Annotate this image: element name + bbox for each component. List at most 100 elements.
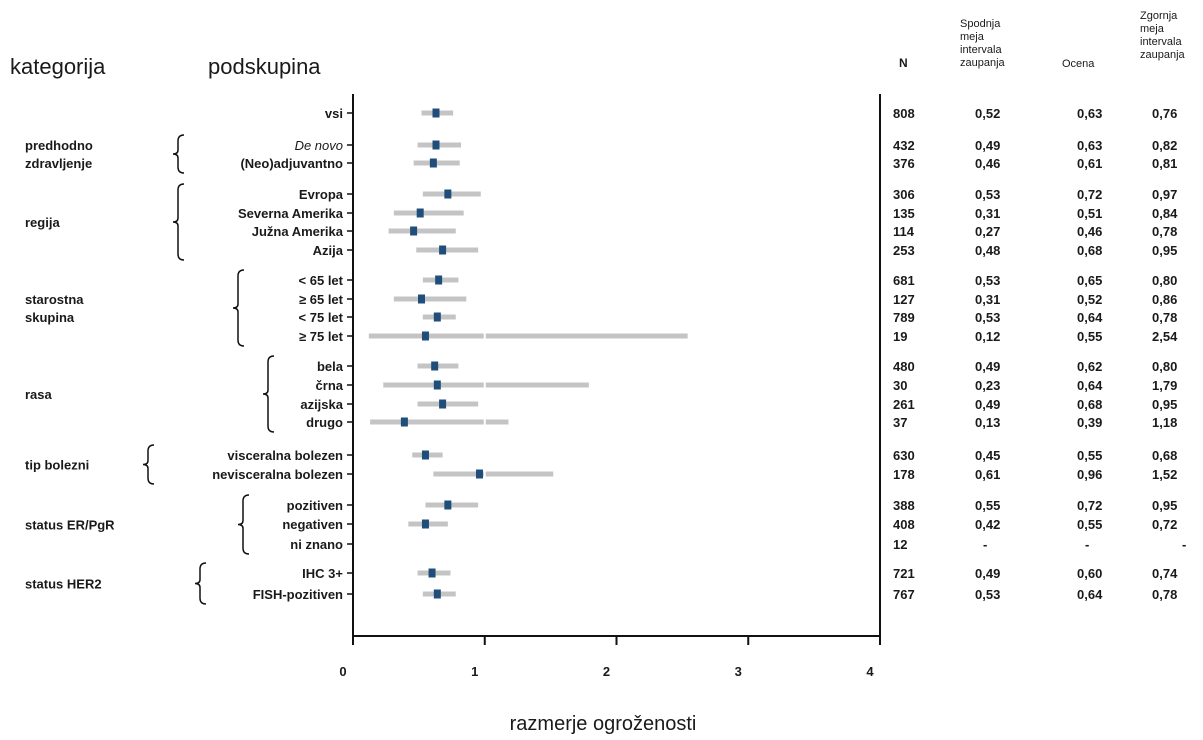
upper-value: 0,78 <box>1152 310 1177 325</box>
n-value: 432 <box>893 138 915 153</box>
estimate-marker <box>432 108 440 118</box>
n-value: 388 <box>893 498 915 513</box>
lower-value: 0,53 <box>975 187 1000 202</box>
upper-value: 1,52 <box>1152 467 1177 482</box>
estimate-marker <box>444 500 452 510</box>
subgroup-label: ni znano <box>290 537 343 552</box>
subgroup-label: azijska <box>300 397 343 412</box>
upper-ci-header: Zgornja meja intervala zaupanja <box>1140 10 1186 61</box>
upper-value: 0,76 <box>1152 106 1177 121</box>
subgroup-label: Evropa <box>299 187 344 202</box>
estimate-marker <box>421 331 429 341</box>
forest-row: nevisceralna bolezen 178 0,61 0,96 1,52 <box>212 467 1177 482</box>
n-value: 261 <box>893 397 915 412</box>
estimate-marker <box>433 312 441 322</box>
upper-value: 0,78 <box>1152 587 1177 602</box>
estimate-marker <box>433 589 441 599</box>
forest-row: visceralna bolezen 630 0,45 0,55 0,68 <box>227 448 1177 463</box>
forest-row: ≥ 65 let 127 0,31 0,52 0,86 <box>299 292 1177 307</box>
n-value: 12 <box>893 537 907 552</box>
x-axis-title: razmerje ogroženosti <box>510 713 697 735</box>
estimate-value: 0,68 <box>1077 397 1102 412</box>
forest-row: ≥ 75 let 19 0,12 0,55 2,54 <box>299 329 1178 344</box>
subgroup-label: Severna Amerika <box>238 206 344 221</box>
forest-row: < 65 let 681 0,53 0,65 0,80 <box>299 273 1178 288</box>
lower-value: 0,12 <box>975 329 1000 344</box>
estimate-marker <box>400 417 408 427</box>
category-brace <box>194 562 207 605</box>
category-label: rasa <box>25 387 53 402</box>
n-value: 789 <box>893 310 915 325</box>
forest-row: Južna Amerika 114 0,27 0,46 0,78 <box>252 224 1178 239</box>
lower-value: 0,52 <box>975 106 1000 121</box>
x-tick-label: 2 <box>603 664 610 679</box>
forest-row: drugo 37 0,13 0,39 1,18 <box>306 415 1177 430</box>
estimate-marker <box>410 226 418 236</box>
estimate-value: 0,68 <box>1077 243 1102 258</box>
x-tick-label: 4 <box>866 664 874 679</box>
subgroup-label: ≥ 75 let <box>299 329 344 344</box>
forest-row: bela 480 0,49 0,62 0,80 <box>317 359 1177 374</box>
n-value: 681 <box>893 273 915 288</box>
x-tick-label: 1 <box>471 664 478 679</box>
subgroup-label: visceralna bolezen <box>227 448 343 463</box>
forest-row: vsi 808 0,52 0,63 0,76 <box>325 106 1177 121</box>
lower-value: 0,31 <box>975 206 1000 221</box>
category-brace <box>142 444 155 485</box>
upper-value: 0,72 <box>1152 517 1177 532</box>
upper-value: 1,18 <box>1152 415 1177 430</box>
n-value: 630 <box>893 448 915 463</box>
estimate-value: 0,52 <box>1077 292 1102 307</box>
subgroup-label: nevisceralna bolezen <box>212 467 343 482</box>
forest-row: Evropa 306 0,53 0,72 0,97 <box>299 187 1177 202</box>
subgroup-label: bela <box>317 359 344 374</box>
lower-ci-header: Spodnja meja intervala zaupanja <box>960 18 1006 69</box>
estimate-value: 0,39 <box>1077 415 1102 430</box>
estimate-marker <box>429 158 437 168</box>
category-label: zdravljenje <box>25 156 92 171</box>
lower-value: 0,23 <box>975 378 1000 393</box>
upper-value: 0,80 <box>1152 273 1177 288</box>
upper-value: 0,80 <box>1152 359 1177 374</box>
subgroup-label: Azija <box>313 243 344 258</box>
n-value: 114 <box>893 224 915 239</box>
estimate-value: - <box>1085 537 1089 552</box>
lower-value: 0,61 <box>975 467 1000 482</box>
lower-value: 0,46 <box>975 156 1000 171</box>
n-value: 19 <box>893 329 907 344</box>
category-label: skupina <box>25 310 75 325</box>
n-header: N <box>899 56 908 70</box>
subgroup-label: < 75 let <box>299 310 344 325</box>
estimate-value: 0,55 <box>1077 448 1102 463</box>
estimate-value: 0,65 <box>1077 273 1102 288</box>
estimate-value: 0,63 <box>1077 138 1102 153</box>
n-value: 30 <box>893 378 907 393</box>
forest-row: Severna Amerika 135 0,31 0,51 0,84 <box>238 206 1178 221</box>
upper-value: 0,97 <box>1152 187 1177 202</box>
lower-value: 0,45 <box>975 448 1000 463</box>
estimate-value: 0,96 <box>1077 467 1102 482</box>
forest-row: črna 30 0,23 0,64 1,79 <box>316 378 1178 393</box>
estimate-marker <box>421 450 429 460</box>
forest-row: < 75 let 789 0,53 0,64 0,78 <box>299 310 1178 325</box>
subgroup-label: negativen <box>282 517 343 532</box>
upper-value: 0,95 <box>1152 397 1177 412</box>
subgroup-label: (Neo)adjuvantno <box>240 156 343 171</box>
category-label: status ER/PgR <box>25 518 115 533</box>
upper-value: 0,82 <box>1152 138 1177 153</box>
estimate-value: 0,60 <box>1077 566 1102 581</box>
lower-value: 0,53 <box>975 273 1000 288</box>
subgroup-header: podskupina <box>208 54 321 79</box>
forest-row: azijska 261 0,49 0,68 0,95 <box>300 397 1177 412</box>
n-value: 808 <box>893 106 915 121</box>
forest-row: De novo 432 0,49 0,63 0,82 <box>295 138 1178 153</box>
estimate-value: 0,72 <box>1077 498 1102 513</box>
lower-value: 0,49 <box>975 397 1000 412</box>
estimate-marker <box>475 469 483 479</box>
estimate-marker <box>432 140 440 150</box>
estimate-value: 0,46 <box>1077 224 1102 239</box>
estimate-value: 0,51 <box>1077 206 1102 221</box>
n-value: 767 <box>893 587 915 602</box>
category-header: kategorija <box>10 54 106 79</box>
